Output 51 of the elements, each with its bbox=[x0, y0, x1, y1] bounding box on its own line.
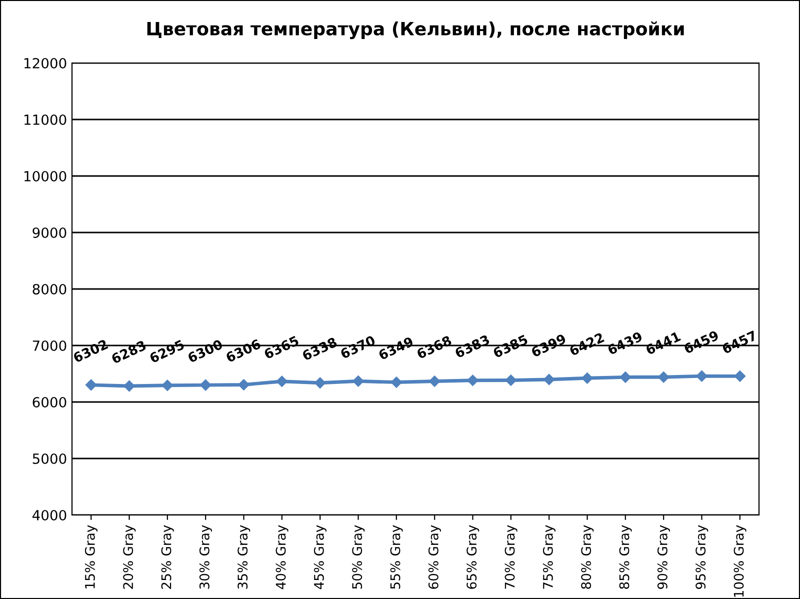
y-tick-label: 7000 bbox=[32, 340, 66, 351]
y-tick-label: 10000 bbox=[24, 170, 66, 182]
data-label: 6338 bbox=[302, 336, 338, 361]
point bbox=[734, 370, 746, 382]
chart-title: Цветовая температура (Кельвин), после настройки bbox=[147, 21, 684, 40]
y-tick-label: 8000 bbox=[32, 284, 66, 294]
data-label: 6459 bbox=[683, 330, 720, 354]
x-tick-label: 100% Gray bbox=[734, 525, 746, 597]
x-tick-label: 90% Gray bbox=[657, 525, 670, 589]
x-tick-label: 30% Gray bbox=[199, 525, 212, 589]
x-tick-label: 25% Gray bbox=[161, 525, 174, 589]
x-tick-label: 55% Gray bbox=[390, 525, 403, 589]
point bbox=[390, 376, 402, 388]
x-tick-label: 20% Gray bbox=[123, 525, 136, 589]
point bbox=[124, 380, 135, 392]
x-tick-label: 45% Gray bbox=[314, 525, 326, 590]
point bbox=[620, 372, 632, 383]
x-tick-label: 60% Gray bbox=[428, 525, 441, 589]
data-label: 6399 bbox=[530, 333, 567, 358]
x-tick-label: 65% Gray bbox=[466, 525, 480, 589]
point bbox=[162, 380, 174, 391]
y-tick-label: 11000 bbox=[24, 114, 66, 125]
point bbox=[582, 372, 593, 384]
x-tick-label: 75% Gray bbox=[542, 525, 556, 589]
x-tick-label: 50% Gray bbox=[352, 525, 365, 589]
x-tick-label: 85% Gray bbox=[619, 525, 632, 589]
point bbox=[543, 374, 555, 386]
data-label: 6302 bbox=[72, 339, 108, 363]
point bbox=[467, 374, 478, 386]
y-tick-label: 12000 bbox=[24, 58, 66, 68]
point bbox=[238, 379, 250, 390]
point bbox=[276, 376, 288, 387]
x-tick-label: 15% Gray bbox=[84, 525, 98, 588]
y-tick-label: 6000 bbox=[32, 396, 66, 408]
x-tick-label: 80% Gray bbox=[581, 525, 594, 589]
point bbox=[658, 371, 670, 383]
point bbox=[314, 377, 326, 389]
y-tick-label: 9000 bbox=[32, 227, 66, 238]
y-tick-label: 5000 bbox=[32, 453, 66, 464]
point bbox=[352, 375, 364, 387]
point bbox=[505, 374, 517, 386]
x-tick-label: 40% Gray bbox=[276, 525, 288, 590]
data-label: 6283 bbox=[110, 340, 147, 364]
x-tick-label: 35% Gray bbox=[238, 525, 250, 589]
point bbox=[85, 379, 97, 391]
point bbox=[696, 370, 708, 382]
point bbox=[428, 376, 440, 387]
x-tick-label: 70% Gray bbox=[504, 525, 518, 589]
point bbox=[200, 379, 212, 391]
y-tick-label: 4000 bbox=[32, 510, 66, 520]
x-tick-label: 95% Gray bbox=[696, 525, 708, 589]
